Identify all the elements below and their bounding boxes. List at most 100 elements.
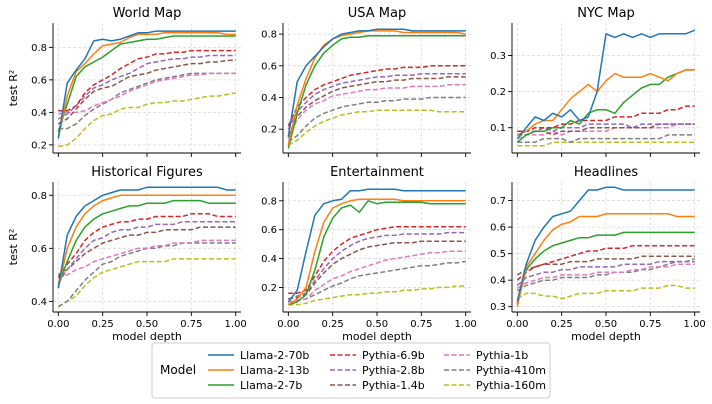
series-line-pythia-1b [516,263,695,289]
x-axis-label: model depth [342,330,412,343]
series-line-pythia-1b [58,72,236,115]
series-line-pythia-1b [287,84,466,140]
legend-item-llama-2-13b: Llama-2-13b [208,364,309,377]
series-line-llama-2-7b [57,199,236,286]
y-tick-label: 0.4 [261,93,277,104]
legend-label: Pythia-6.9b [362,349,425,362]
y-axis-label: test R² [7,229,20,266]
y-tick-label: 0.8 [261,30,277,41]
y-tick-label: 0.2 [490,87,506,98]
legend-label: Llama-2-7b [240,379,302,392]
y-tick-label: 0.6 [31,244,47,255]
series-line-pythia-160m [288,285,466,306]
y-axis-label: test R² [7,70,20,107]
series-line-llama-2-13b [57,194,236,289]
panel-title: World Map [113,6,182,21]
series-line-pythia-6-9b [516,244,695,281]
series-line-pythia-410m [516,258,695,292]
y-tick-label: 0.5 [490,249,506,260]
legend-label: Pythia-1.4b [362,379,425,392]
series-line-llama-2-70b [287,188,466,303]
legend-item-pythia-6-9b: Pythia-6.9b [330,349,425,362]
legend-item-pythia-1b: Pythia-1b [444,349,528,362]
legend-item-pythia-160m: Pythia-160m [444,379,546,392]
series-line-pythia-6-9b [288,226,466,294]
y-tick-label: 0.2 [261,283,277,294]
x-tick-label: 1.00 [225,319,247,330]
series-line-llama-2-13b [517,69,695,136]
x-tick-label: 0.75 [410,319,432,330]
legend-label: Llama-2-70b [240,349,309,362]
y-tick-label: 0.8 [31,43,47,54]
y-tick-label: 0.6 [261,225,277,236]
series-line-llama-2-7b [288,200,466,306]
series-line-pythia-2-8b [57,221,236,284]
series-line-pythia-1-4b [57,59,236,125]
series-line-pythia-410m [288,260,466,303]
y-tick-label: 0.6 [490,223,506,234]
y-tick-label: 0.6 [31,75,47,86]
panels-layer: 0.2 0.4 0.6 0.8 World Map test R² 0.2 0.4 0.6 0.8… [7,6,706,343]
y-tick-label: 0.2 [261,125,277,136]
y-tick-label: 0.4 [490,276,506,287]
series-line-llama-2-70b [516,29,695,140]
series-line-pythia-160m [57,258,236,308]
legend-item-pythia-410m: Pythia-410m [444,364,546,377]
x-tick-label: 0.50 [136,319,158,330]
panel-title: Entertainment [330,165,424,180]
y-tick-label: 0.3 [490,302,506,313]
x-tick-label: 0.00 [277,319,299,330]
y-tick-label: 0.4 [31,108,47,119]
panel-title: Headlines [574,165,638,180]
series-line-pythia-6-9b [57,213,236,278]
panel-nyc-map: 0.1 0.2 0.3 NYC Map [490,6,700,157]
series-line-llama-2-70b [57,186,236,289]
series-line-pythia-160m [58,92,236,148]
legend: Model Llama-2-70b Llama-2-13b Llama-2-7b Py… [151,342,551,399]
legend-item-llama-2-7b: Llama-2-7b [208,379,302,392]
x-tick-label: 0.50 [366,319,388,330]
legend-item-pythia-2-8b: Pythia-2.8b [330,364,425,377]
legend-frame [151,342,551,399]
x-tick-label: 0.25 [92,319,114,330]
series-line-pythia-1-4b [516,255,695,276]
series-line-llama-2-7b [57,35,236,133]
y-tick-label: 0.3 [490,51,506,62]
series-line-pythia-1b [288,250,466,303]
series-line-pythia-160m [516,284,695,300]
x-tick-label: 1.00 [684,319,706,330]
y-tick-label: 0.8 [261,196,277,207]
legend-title: Model [160,363,196,377]
panel-world-map: 0.2 0.4 0.6 0.8 World Map test R² [7,6,241,157]
panel-title: NYC Map [577,6,635,21]
y-tick-label: 0.7 [490,196,506,207]
series-line-pythia-2-8b [516,260,695,287]
panel-title: Historical Figures [91,165,203,180]
x-tick-label: 0.25 [322,319,344,330]
legend-item-pythia-1-4b: Pythia-1.4b [330,379,425,392]
series-line-pythia-1-4b [287,76,466,136]
series-line-llama-2-7b [516,231,695,305]
series-line-pythia-410m [517,134,695,143]
series-line-pythia-1-4b [288,240,466,300]
legend-label: Pythia-1b [476,349,528,362]
x-tick-label: 1.00 [455,319,477,330]
legend-label: Pythia-410m [476,364,546,377]
series-line-pythia-6-9b [287,65,466,127]
x-tick-label: 0.25 [551,319,573,330]
y-tick-label: 0.6 [261,61,277,72]
series-line-pythia-2-8b [287,72,466,130]
legend-label: Llama-2-13b [240,364,309,377]
series-line-llama-2-70b [516,186,695,302]
x-tick-label: 0.75 [180,319,202,330]
series-line-pythia-1b [517,123,695,140]
x-axis-label: model depth [571,330,641,343]
series-line-pythia-6-9b [58,49,236,112]
x-tick-label: 0.75 [639,319,661,330]
panel-headlines: 0.3 0.4 0.5 0.6 0.7 0.00 0.25 0.50 0.75 1.00 Headl… [490,165,706,343]
legend-label: Pythia-2.8b [362,364,425,377]
series-line-llama-2-13b [287,198,466,306]
panel-usa-map: 0.2 0.4 0.6 0.8 USA Map [261,6,471,157]
panel-title: USA Map [348,6,406,21]
